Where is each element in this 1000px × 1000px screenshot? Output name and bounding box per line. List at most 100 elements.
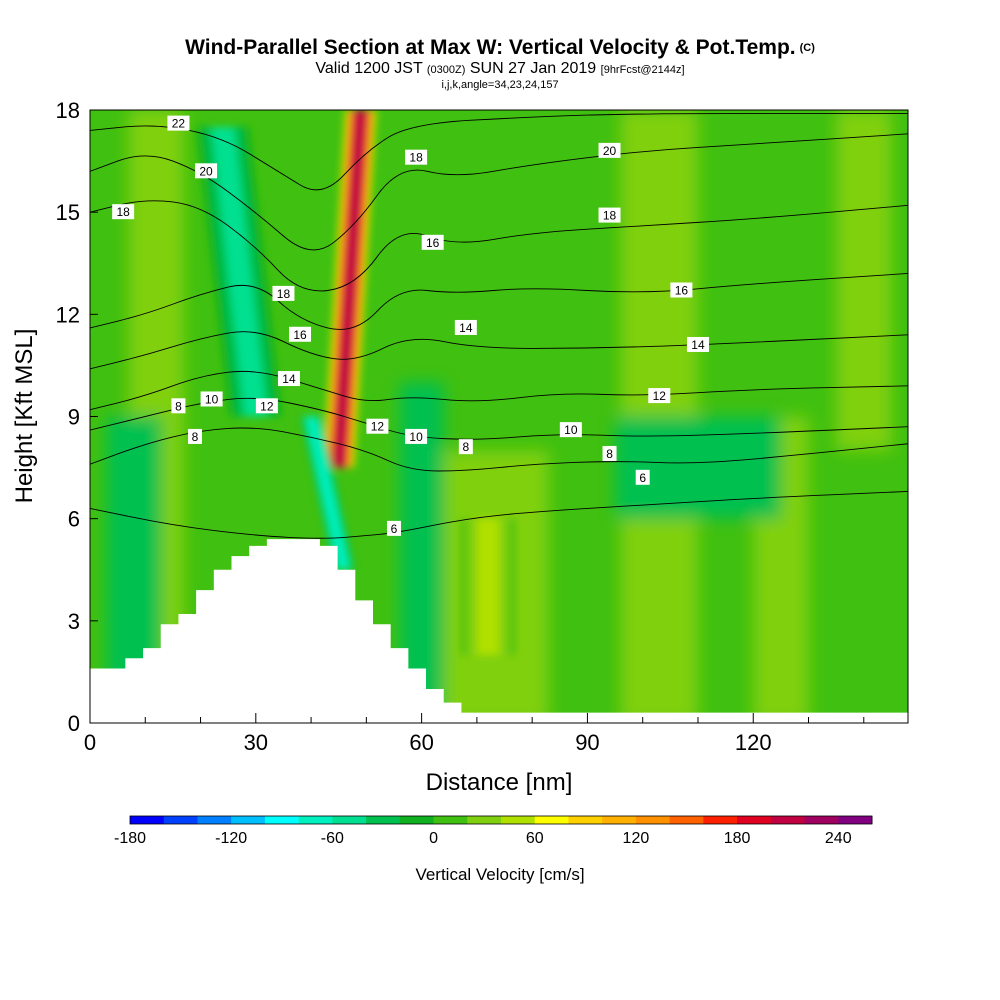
title-line-1: Wind-Parallel Section at Max W: Vertical… — [185, 36, 796, 59]
colorbar-swatch-11 — [501, 816, 536, 824]
contour-label-box — [272, 285, 295, 301]
field-features — [197, 110, 515, 655]
x-tick-label-0: 0 — [84, 730, 96, 755]
contour-label-text: 6 — [391, 522, 398, 536]
colorbar-tick--60: -60 — [321, 830, 344, 847]
contour-label-14-5: 14 — [277, 371, 300, 387]
y-tick-label-0: 0 — [68, 711, 80, 736]
colorbar-tick-240: 240 — [825, 830, 852, 847]
contour-label-16-4: 16 — [289, 326, 312, 342]
contour-label-box — [289, 326, 312, 342]
colorbar-swatch-7 — [366, 816, 401, 824]
forecast-info: [9hrFcst@2144z] — [600, 64, 685, 76]
colorbar-swatch-2 — [197, 816, 232, 824]
colorbar-tick-120: 120 — [623, 830, 650, 847]
field-band-4 — [836, 110, 892, 451]
feature-downdraft-1-level-2 — [306, 416, 349, 570]
contour-theta-18 — [90, 200, 908, 292]
feature-downdraft-2-level-2 — [211, 127, 267, 417]
section-indices: i,j,k,angle=34,23,24,157 — [441, 79, 559, 91]
contour-labels: 22 20 18 18 16 14 12 10 8 8 18 16 14 12 10 8 6 20 18 16 14 12… — [112, 115, 709, 536]
colorbar-swatch-5 — [298, 816, 333, 824]
contour-label-text: 6 — [639, 471, 646, 485]
contour-label-text: 10 — [564, 423, 578, 437]
colorbar-swatch-15 — [635, 816, 671, 824]
contour-label-text: 16 — [426, 236, 440, 250]
colorbar-swatch-13 — [568, 816, 603, 824]
colorbar-frame — [129, 815, 873, 825]
colorbar-tick-180: 180 — [724, 830, 751, 847]
terrain-mask — [90, 539, 908, 723]
contour-theta-14 — [90, 331, 908, 370]
colorbar-swatch-8 — [399, 816, 435, 824]
y-tick-label-12: 12 — [56, 302, 80, 327]
contour-label-box — [559, 422, 582, 438]
x-tick-label-120: 120 — [735, 730, 772, 755]
contour-label-text: 16 — [293, 328, 307, 342]
field-band-7 — [615, 416, 781, 519]
colorbar-swatch-12 — [534, 816, 569, 824]
contour-label-8-15: 8 — [458, 439, 473, 455]
contour-label-box — [188, 428, 203, 444]
contour-label-20-17: 20 — [598, 142, 621, 158]
x-axis-label: Distance [nm] — [426, 769, 573, 796]
contour-label-text: 8 — [462, 440, 469, 454]
colorbar-swatch-17 — [703, 816, 738, 824]
x-tick-label-90: 90 — [575, 730, 599, 755]
y-tick-label-6: 6 — [68, 507, 80, 532]
contour-theta-8 — [90, 427, 908, 472]
colorbar-swatch-9 — [433, 816, 468, 824]
contour-label-text: 14 — [282, 372, 296, 386]
contour-label-box — [171, 398, 186, 414]
chart-title: Wind-Parallel Section at Max W: Vertical… — [0, 36, 1000, 60]
contour-label-text: 14 — [459, 321, 473, 335]
contour-label-6-24: 6 — [635, 469, 650, 485]
colorbar-swatch-6 — [332, 816, 367, 824]
contour-label-box — [421, 234, 444, 250]
contour-label-box — [598, 207, 621, 223]
contour-label-8-8: 8 — [171, 398, 186, 414]
y-tick-label-3: 3 — [68, 609, 80, 634]
contour-label-box — [112, 204, 135, 220]
utc-time: (0300Z) — [426, 64, 466, 76]
x-tick-label-30: 30 — [244, 730, 268, 755]
contour-label-10-22: 10 — [559, 422, 582, 438]
contour-label-12-21: 12 — [648, 388, 671, 404]
contour-label-12-6: 12 — [255, 398, 278, 414]
contour-label-text: 12 — [260, 399, 274, 413]
contour-label-text: 12 — [653, 389, 667, 403]
contour-label-box — [454, 319, 477, 335]
contour-label-8-23: 8 — [602, 445, 617, 461]
contour-label-text: 18 — [409, 151, 423, 165]
axes: 0 30 60 90 120 0 3 6 9 12 15 18 — [56, 98, 865, 755]
colorbar-swatch-10 — [467, 816, 502, 824]
terrain — [90, 539, 908, 723]
terrain-plain — [461, 712, 908, 723]
contour-label-box — [686, 336, 709, 352]
contour-label-text: 8 — [606, 447, 613, 461]
colorbar: -180 -120 -60 0 60 120 180 240 — [114, 815, 873, 847]
colorbar-swatch-3 — [231, 816, 266, 824]
contour-label-22-0: 22 — [167, 115, 190, 131]
contour-label-box — [405, 428, 428, 444]
contour-label-box — [386, 520, 401, 536]
contour-label-box — [670, 282, 693, 298]
contour-label-8-9: 8 — [188, 428, 203, 444]
y-axis-label: Height [Kft MSL] — [11, 329, 38, 504]
contour-label-box — [648, 388, 671, 404]
contour-label-box — [200, 391, 223, 407]
colorbar-swatch-20 — [804, 816, 839, 824]
contour-label-20-1: 20 — [195, 163, 218, 179]
colorbar-swatch-14 — [602, 816, 637, 824]
contour-label-box — [255, 398, 278, 414]
y-tick-label-18: 18 — [56, 98, 80, 123]
feature-updraft-0-level-3 — [332, 110, 368, 468]
contour-label-text: 8 — [192, 430, 199, 444]
colorbar-swatch-16 — [669, 816, 704, 824]
contour-label-box — [167, 115, 190, 131]
contour-label-10-14: 10 — [405, 428, 428, 444]
contour-label-18-18: 18 — [598, 207, 621, 223]
contour-theta-20 — [90, 133, 908, 251]
colorbar-swatch-19 — [770, 816, 806, 824]
